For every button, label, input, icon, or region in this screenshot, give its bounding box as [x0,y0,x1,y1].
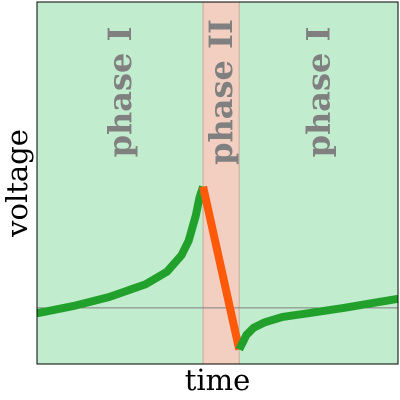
phase-band-2 [203,2,240,364]
phase-label-2: phase II [202,19,240,165]
plot-frame [36,1,399,365]
phase-band-1 [37,2,204,364]
phase-labels: phase I phase II phase I [101,19,338,165]
series-line-3 [235,294,399,352]
series-layer [36,185,399,352]
phase-label-1: phase I [101,27,139,158]
series-line-1 [36,185,207,318]
phase-label-3: phase I [300,27,338,158]
x-axis-title: time [185,363,251,397]
series-line-2 [199,185,244,351]
y-axis-title: voltage [0,129,34,238]
